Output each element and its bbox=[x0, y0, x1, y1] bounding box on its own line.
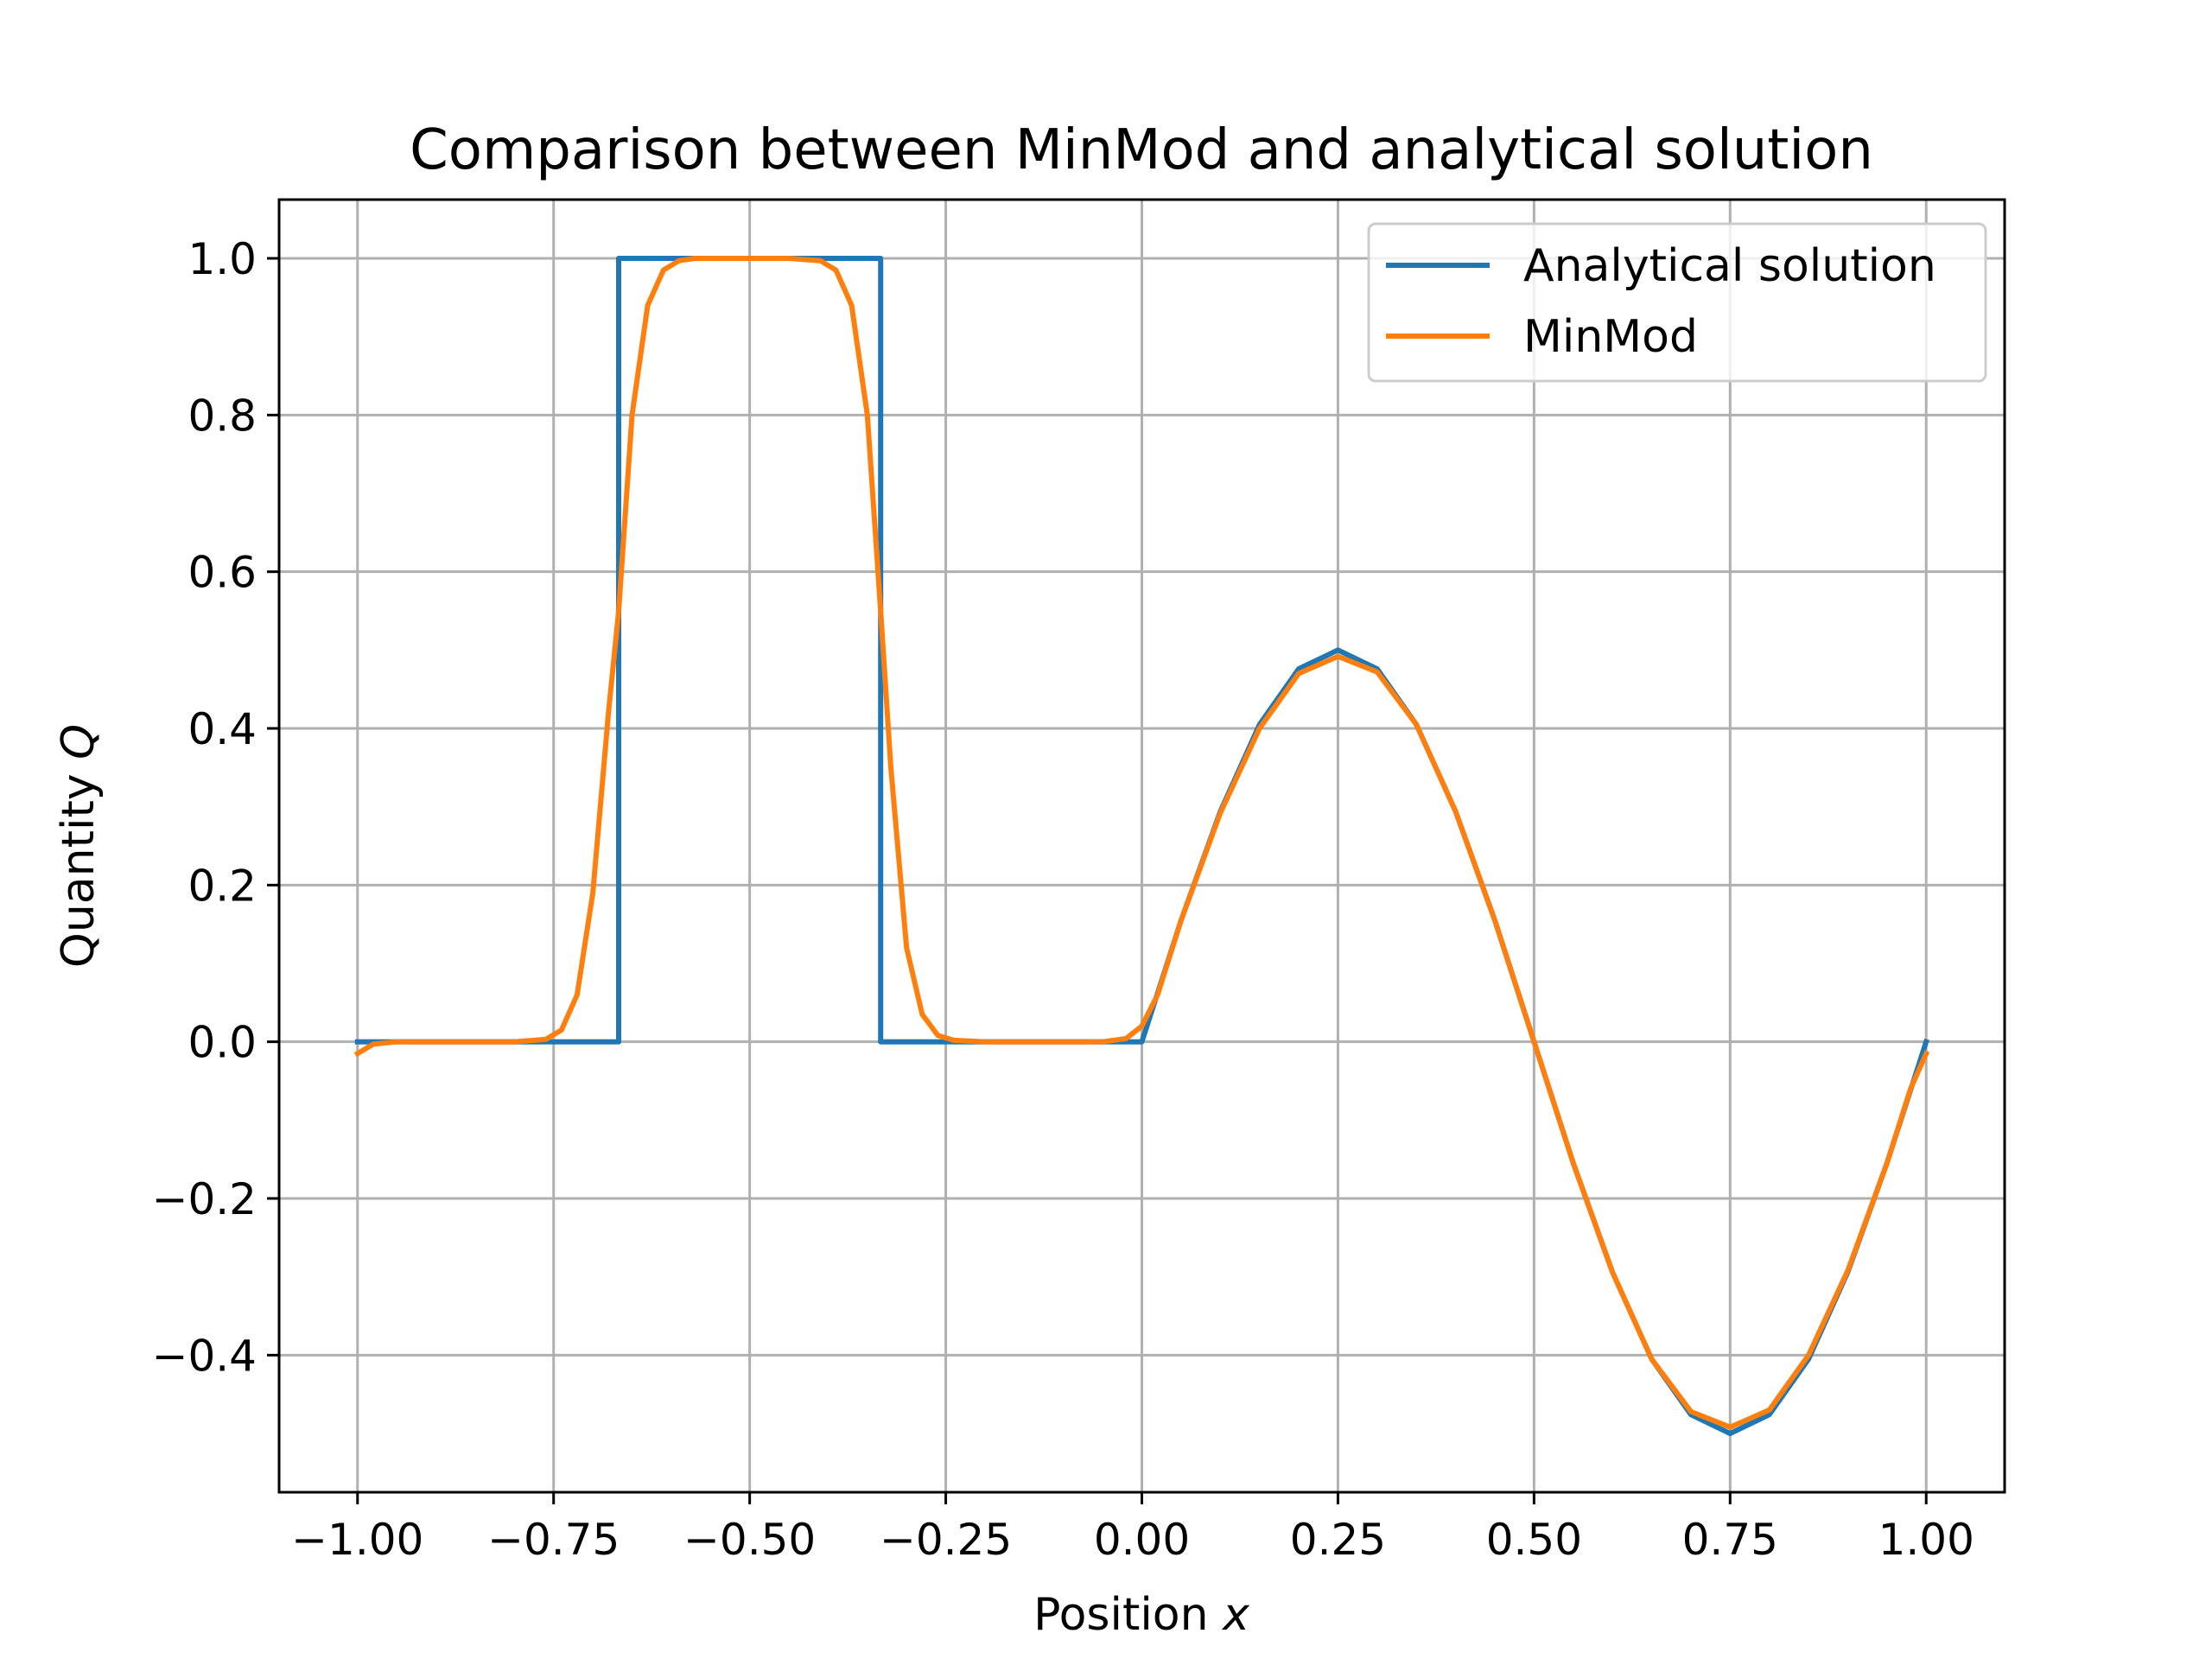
y-tick-label: 0.4 bbox=[188, 704, 257, 754]
y-tick-label: 0.8 bbox=[188, 391, 257, 441]
x-axis-label-text: Position bbox=[1033, 1589, 1208, 1641]
x-tick-label: −0.75 bbox=[487, 1515, 620, 1565]
legend-label-analytical: Analytical solution bbox=[1523, 240, 1936, 292]
x-tick-label: 0.75 bbox=[1682, 1515, 1778, 1565]
x-axis-label: Position x bbox=[1033, 1589, 1250, 1641]
minmod-line bbox=[353, 256, 1930, 1430]
y-axis-label: Quantity Q bbox=[53, 724, 105, 968]
y-axis-label-text: Quantity bbox=[53, 773, 105, 968]
x-tick-label: −0.50 bbox=[683, 1515, 816, 1565]
y-tick-label: 1.0 bbox=[188, 234, 257, 284]
series-layer bbox=[353, 256, 1930, 1436]
chart-title: Comparison between MinMod and analytical… bbox=[410, 118, 1873, 182]
x-tick-label: 1.00 bbox=[1878, 1515, 1974, 1565]
y-tick-label: −0.2 bbox=[152, 1174, 257, 1224]
y-tick-label: −0.4 bbox=[152, 1331, 257, 1381]
y-axis-variable: Q bbox=[53, 724, 105, 760]
x-tick-label: 0.25 bbox=[1290, 1515, 1386, 1565]
y-tick-label: 0.2 bbox=[188, 861, 257, 911]
axis-ticks: −1.00 −0.75 −0.50 −0.25 0.00 0.25 0.50 0.75 1.00… bbox=[152, 234, 1974, 1565]
x-tick-label: 0.50 bbox=[1486, 1515, 1582, 1565]
x-tick-label: −1.00 bbox=[291, 1515, 423, 1565]
legend-box bbox=[1367, 222, 1987, 383]
x-axis-variable: x bbox=[1221, 1589, 1250, 1641]
x-tick-label: 0.00 bbox=[1094, 1515, 1190, 1565]
legend: Analytical solution MinMod bbox=[1367, 222, 1987, 383]
x-tick-label: −0.25 bbox=[880, 1515, 1012, 1565]
legend-label-minmod: MinMod bbox=[1523, 311, 1698, 363]
y-tick-label: 0.6 bbox=[188, 548, 257, 598]
y-tick-label: 0.0 bbox=[188, 1018, 257, 1068]
